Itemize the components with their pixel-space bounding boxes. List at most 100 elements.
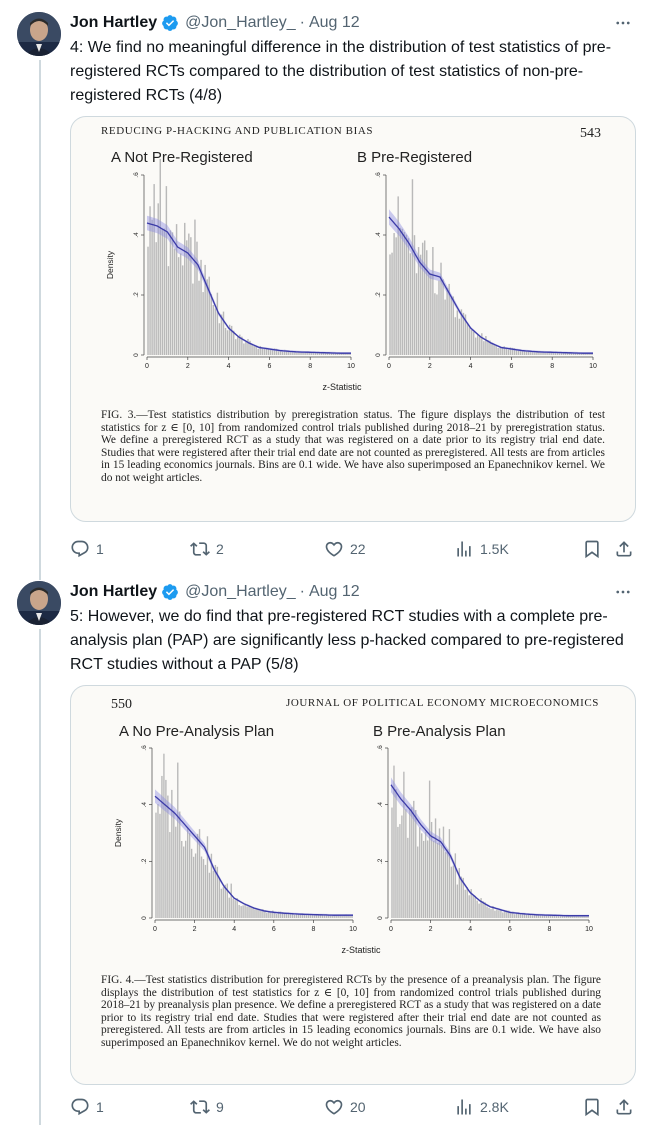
histogram-bar: [527, 913, 530, 918]
histogram-bar: [212, 870, 215, 918]
x-tick-label: 4: [468, 926, 472, 933]
histogram-bar: [518, 912, 520, 918]
author-handle[interactable]: @Jon_Hartley_: [185, 583, 296, 600]
histogram-bar: [448, 283, 450, 355]
x-tick-label: 2: [429, 926, 433, 933]
histogram-bar: [255, 346, 257, 355]
histogram-bar: [430, 273, 432, 355]
histogram-bar: [343, 914, 345, 918]
histogram-bar: [491, 342, 493, 355]
tweet-5[interactable]: Jon Hartley @Jon_Hartley_ · Aug 12 5: Ho…: [0, 581, 652, 1125]
histogram-bar: [489, 340, 491, 355]
histogram-bar: [430, 821, 433, 918]
tweet-media-figure[interactable]: 550 JOURNAL OF POLITICAL ECONOMY MICROEC…: [70, 685, 636, 1085]
tweet-date[interactable]: Aug 12: [308, 14, 360, 31]
histogram-bar: [200, 259, 202, 355]
histogram-bar: [325, 914, 327, 918]
more-options-icon[interactable]: [612, 12, 634, 34]
histogram-bar: [284, 912, 286, 918]
histogram-bar: [226, 330, 229, 355]
histogram-bar: [214, 308, 217, 355]
views-button[interactable]: 1.5K: [454, 537, 509, 561]
histogram-bar: [333, 914, 335, 918]
histogram-bar: [169, 832, 171, 918]
histogram-bar: [480, 898, 482, 918]
bookmark-button[interactable]: [582, 537, 602, 561]
author-handle[interactable]: @Jon_Hartley_: [185, 14, 296, 31]
bookmark-icon: [585, 1098, 599, 1117]
histogram-bar: [554, 351, 556, 355]
histogram-bar: [397, 196, 399, 355]
share-icon: [616, 1099, 632, 1115]
share-button[interactable]: [614, 1095, 634, 1119]
histogram-bar: [319, 914, 322, 918]
histogram-bar: [422, 840, 425, 918]
histogram-bar: [161, 775, 163, 918]
histogram-bar: [450, 866, 453, 918]
histogram-bar: [257, 348, 259, 355]
histogram-bar: [220, 314, 223, 355]
tweet-text: 4: We find no meaningful difference in t…: [70, 39, 612, 104]
histogram-bar: [317, 914, 320, 918]
histogram-bar: [253, 346, 255, 355]
histogram-bar: [539, 915, 542, 918]
avatar[interactable]: [17, 581, 61, 625]
reply-button[interactable]: 1: [70, 1095, 104, 1119]
y-tick-label: .4: [141, 802, 148, 808]
histogram-bar: [335, 915, 337, 918]
like-button[interactable]: 20: [324, 1095, 366, 1119]
x-tick-label: 8: [308, 363, 312, 370]
histogram-bar: [251, 344, 253, 355]
author-name[interactable]: Jon Hartley: [70, 583, 158, 600]
histogram-bar: [423, 240, 426, 355]
histogram-bar: [553, 915, 556, 918]
views-button[interactable]: 2.8K: [454, 1095, 509, 1119]
histogram-bar: [498, 910, 500, 918]
share-button[interactable]: [614, 537, 634, 561]
histogram-bar: [548, 352, 550, 355]
repost-button[interactable]: 9: [190, 1095, 224, 1119]
histogram-bar: [466, 324, 469, 355]
histogram-bar: [401, 228, 403, 355]
histogram-bar: [533, 914, 536, 918]
histogram-bar: [490, 909, 492, 918]
histogram-bar: [568, 352, 571, 355]
histogram-bar: [304, 351, 306, 355]
histogram-bar: [169, 230, 172, 355]
bookmark-button[interactable]: [582, 1095, 602, 1119]
histogram-bar: [415, 810, 417, 918]
tweet-media-figure[interactable]: REDUCING P-HACKING AND PUBLICATION BIAS …: [70, 116, 636, 522]
more-options-icon[interactable]: [612, 581, 634, 603]
histogram-bar: [315, 914, 318, 918]
histogram-bar: [454, 853, 457, 918]
tweet-date[interactable]: Aug 12: [308, 583, 360, 600]
tweet-4[interactable]: Jon Hartley @Jon_Hartley_ · Aug 12 4: We…: [0, 12, 652, 580]
y-tick-label: 0: [133, 353, 140, 357]
histogram-bar: [534, 351, 536, 355]
histogram-bar: [591, 352, 593, 355]
y-tick-label: 0: [141, 916, 148, 920]
avatar[interactable]: [17, 12, 61, 56]
histogram-bar: [339, 914, 341, 918]
histogram-bar: [486, 906, 488, 918]
histogram-bar: [411, 179, 414, 355]
histogram-bar: [464, 889, 466, 918]
x-tick-label: 10: [347, 363, 355, 370]
reply-button[interactable]: 1: [70, 537, 104, 561]
histogram-bar: [570, 353, 573, 355]
avatar-image: [17, 12, 61, 56]
histogram-bar: [393, 765, 395, 918]
histogram-bar: [299, 913, 302, 918]
histogram-bar: [470, 889, 472, 918]
like-button[interactable]: 22: [324, 537, 366, 561]
author-name[interactable]: Jon Hartley: [70, 14, 158, 31]
repost-button[interactable]: 2: [190, 537, 224, 561]
histogram-bar: [428, 272, 430, 355]
histogram-bar: [286, 351, 288, 355]
separator-dot: ·: [299, 14, 305, 31]
histogram-bar: [259, 345, 261, 355]
histogram-bar: [289, 912, 292, 918]
histogram-bar: [204, 264, 206, 355]
histogram-bar: [194, 219, 196, 355]
histogram-bar: [305, 914, 308, 918]
